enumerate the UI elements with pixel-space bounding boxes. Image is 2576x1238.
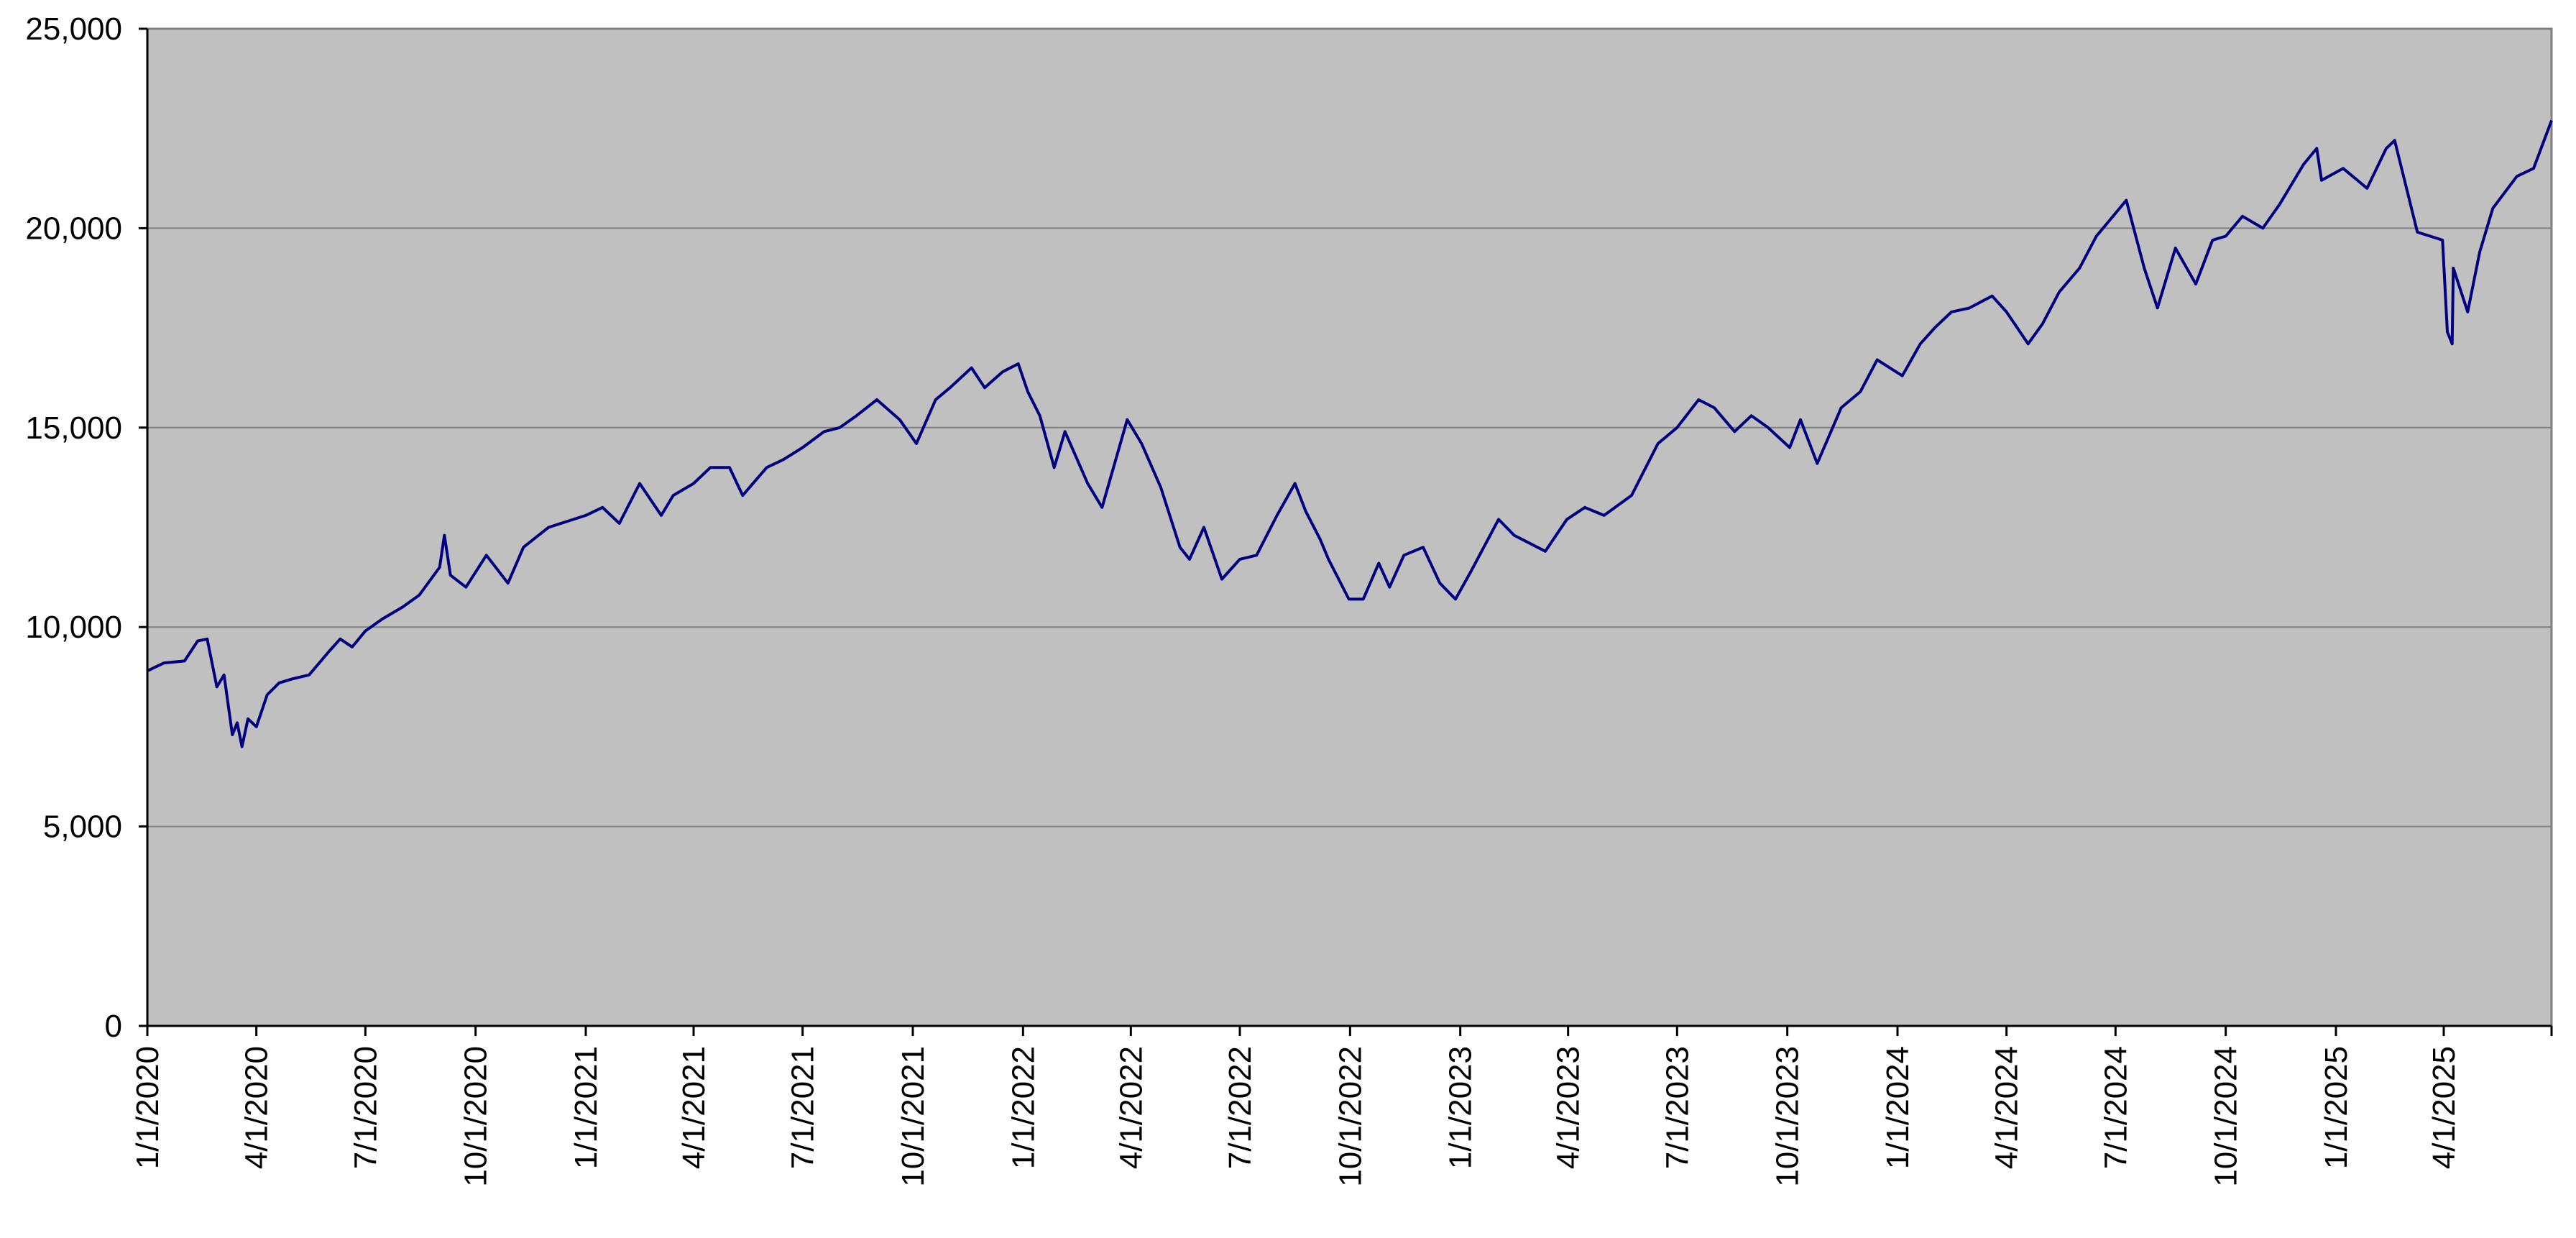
x-tick-label: 10/1/2024 <box>2209 1046 2244 1187</box>
y-tick-label: 5,000 <box>43 810 122 845</box>
y-tick-label: 20,000 <box>25 211 122 246</box>
series-layer <box>147 119 2553 748</box>
x-tick-label: 4/1/2024 <box>1990 1046 2025 1169</box>
y-tick-label: 0 <box>105 1009 122 1044</box>
y-tick-label: 10,000 <box>25 610 122 645</box>
x-tick-label: 7/1/2024 <box>2098 1046 2133 1169</box>
x-tick-label: 10/1/2022 <box>1333 1046 1368 1187</box>
x-tick-label: 10/1/2020 <box>459 1046 494 1187</box>
x-tick-label: 4/1/2020 <box>239 1046 275 1169</box>
x-tick-label: 1/1/2023 <box>1443 1046 1478 1169</box>
x-tick-label: 1/1/2025 <box>2319 1046 2354 1169</box>
x-tick-label: 4/1/2021 <box>676 1046 712 1169</box>
y-tick-label: 15,000 <box>25 411 122 446</box>
x-tick-label: 1/1/2021 <box>569 1046 604 1169</box>
x-tick-label: 4/1/2022 <box>1113 1046 1149 1169</box>
x-tick-label: 1/1/2022 <box>1006 1046 1041 1169</box>
x-tick-label: 7/1/2023 <box>1660 1046 1695 1169</box>
x-tick-label: 4/1/2023 <box>1551 1046 1586 1169</box>
series-line <box>147 119 2553 748</box>
x-tick-label: 10/1/2023 <box>1770 1046 1806 1187</box>
x-tick-label: 10/1/2021 <box>896 1046 931 1187</box>
plot-area <box>146 27 2553 1027</box>
gridlines <box>147 227 2552 827</box>
x-tick-label: 7/1/2020 <box>348 1046 383 1169</box>
y-tick-label: 25,000 <box>25 12 122 47</box>
y-axis: 0 5,000 10,000 15,000 20,000 25,000 <box>25 12 147 1044</box>
x-tick-label: 1/1/2020 <box>130 1046 165 1169</box>
x-tick-label: 1/1/2024 <box>1880 1046 1915 1169</box>
x-axis: 1/1/2020 4/1/2020 7/1/2020 10/1/2020 1/1/202… <box>130 1026 2553 1187</box>
x-tick-label: 4/1/2025 <box>2426 1046 2462 1169</box>
x-tick-label: 7/1/2022 <box>1223 1046 1258 1169</box>
x-tick-label: 7/1/2021 <box>786 1046 821 1169</box>
